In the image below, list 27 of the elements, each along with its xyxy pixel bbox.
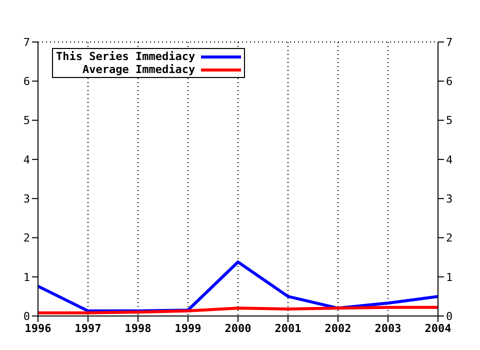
y2-tick-label: 1	[446, 270, 453, 284]
x-tick-label: 2002	[324, 322, 352, 335]
y2-tick-label: 6	[446, 75, 453, 88]
x-tick-label: 1999	[174, 322, 202, 335]
x-tick-label: 2001	[274, 322, 302, 335]
y-tick-label: 4	[23, 153, 30, 166]
y-tick-label: 2	[23, 232, 30, 245]
y-tick-label: 0	[23, 310, 30, 323]
x-tick-label: 2004	[424, 322, 452, 335]
y-tick-label: 6	[23, 75, 30, 88]
x-tick-label: 1997	[74, 322, 102, 335]
y2-tick-label: 3	[446, 192, 453, 206]
y-tick-label: 3	[23, 192, 30, 206]
x-tick-label: 2003	[374, 322, 402, 335]
y2-tick-label: 0	[446, 310, 453, 323]
x-tick-label: 1998	[124, 322, 152, 335]
legend-label: This Series Immediacy	[56, 50, 196, 63]
x-tick-label: 2000	[224, 322, 252, 335]
x-tick-label: 1996	[24, 322, 52, 335]
y-tick-label: 1	[23, 270, 30, 284]
y-tick-label: 7	[23, 36, 30, 49]
y2-tick-label: 2	[446, 232, 453, 245]
y2-tick-label: 7	[446, 36, 453, 49]
y2-tick-label: 4	[446, 153, 453, 166]
legend-label: Average Immediacy	[82, 63, 196, 76]
y-tick-label: 5	[23, 114, 30, 128]
y2-tick-label: 5	[446, 114, 453, 128]
